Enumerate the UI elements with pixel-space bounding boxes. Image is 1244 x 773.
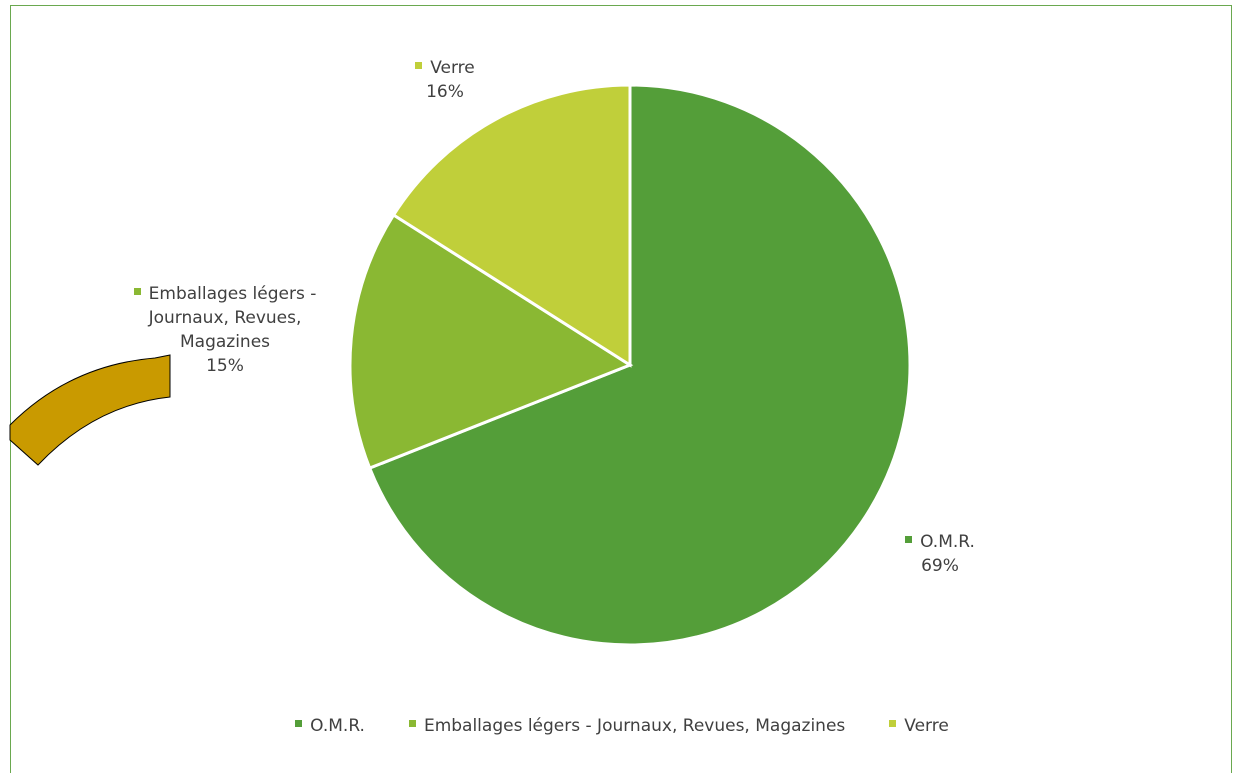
legend-label: Verre <box>904 716 949 736</box>
label-marker <box>133 287 141 295</box>
legend-marker <box>408 719 416 727</box>
legend-label: O.M.R. <box>310 716 365 736</box>
legend-item: O.M.R. <box>295 716 365 736</box>
label-category: Emballages légers - Journaux, Revues, Ma… <box>148 284 317 352</box>
pie-slice <box>348 212 634 471</box>
legend-label: Emballages légers - Journaux, Revues, Ma… <box>423 716 846 736</box>
data-label: Emballages légers - Journaux, Revues, Ma… <box>110 282 340 378</box>
label-marker <box>905 535 913 543</box>
legend-item: Verre <box>889 716 949 736</box>
label-value: 69% <box>921 556 959 576</box>
label-value: 15% <box>206 356 244 376</box>
label-category: O.M.R. <box>920 532 975 552</box>
legend: O.M.R. Emballages légers - Journaux, Revu… <box>0 716 1244 736</box>
pie-slice <box>367 83 912 647</box>
legend-marker <box>889 719 897 727</box>
data-label: Verre 16% <box>340 56 550 104</box>
label-marker <box>415 61 423 69</box>
pie-slice <box>391 83 632 368</box>
decorative-arc <box>9 354 171 466</box>
label-value: 16% <box>426 82 464 102</box>
legend-item: Emballages légers - Journaux, Revues, Ma… <box>408 716 846 736</box>
data-label: O.M.R. 69% <box>830 530 1050 578</box>
chart-frame <box>10 5 1232 773</box>
label-category: Verre <box>430 58 475 78</box>
legend-marker <box>295 719 303 727</box>
